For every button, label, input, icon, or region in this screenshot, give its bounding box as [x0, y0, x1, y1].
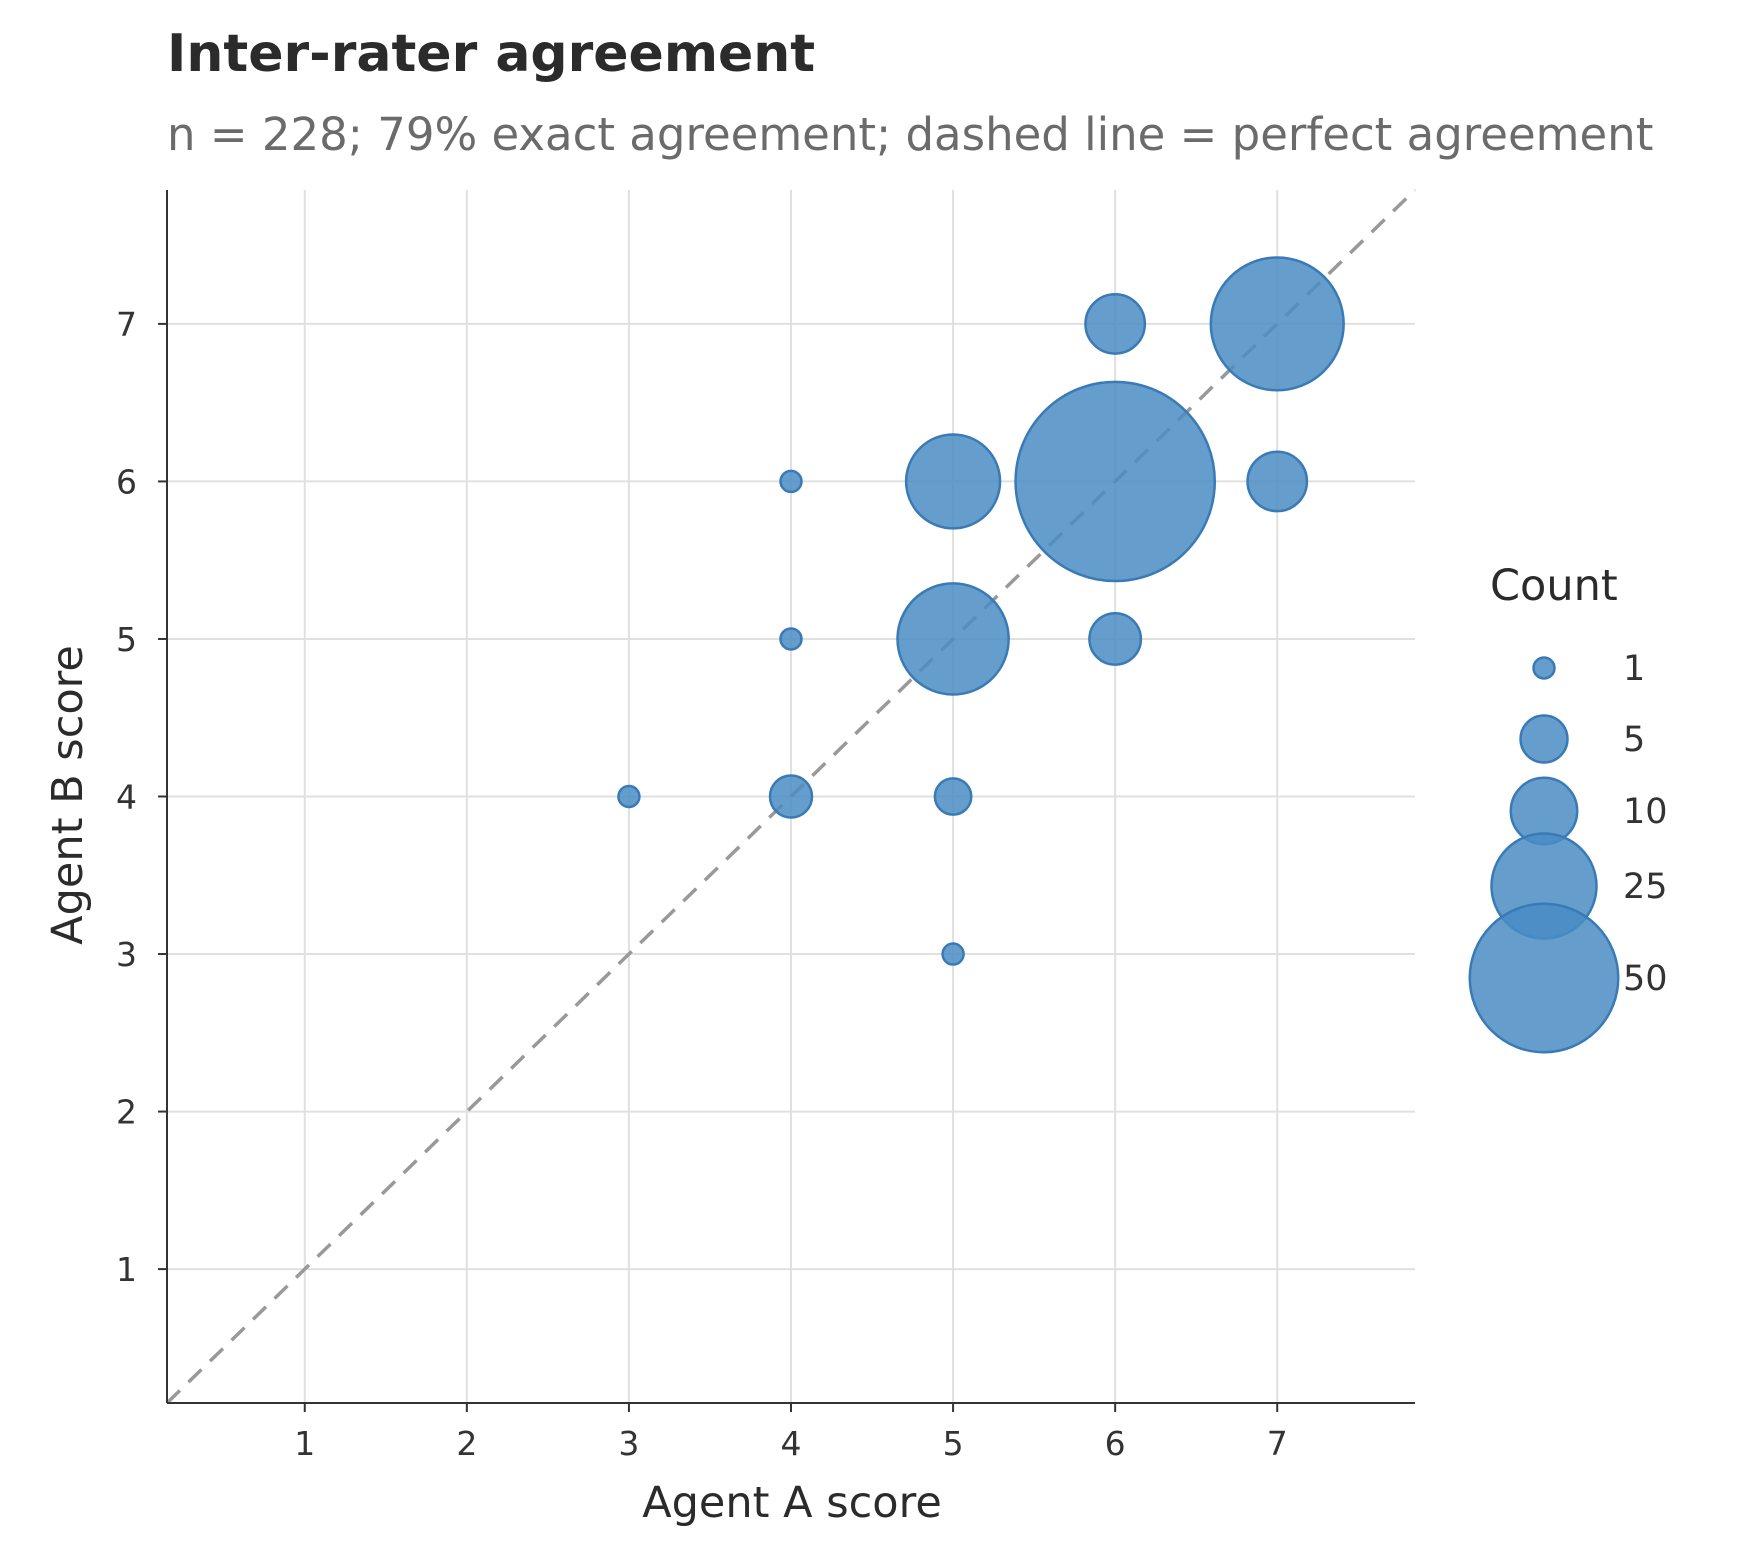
- x-tick-label: 5: [943, 1424, 964, 1463]
- legend-title: Count: [1490, 561, 1618, 611]
- data-point: [1246, 450, 1309, 513]
- legend-label: 25: [1623, 867, 1668, 907]
- data-point: [768, 774, 814, 819]
- data-point: [1014, 380, 1217, 583]
- x-tick-label: 3: [618, 1424, 639, 1463]
- y-tick-label: 4: [116, 778, 137, 817]
- data-point: [1084, 292, 1147, 355]
- y-tick-label: 3: [116, 935, 137, 974]
- x-tick-label: 4: [781, 1424, 802, 1463]
- legend-label: 50: [1623, 959, 1668, 999]
- legend-label: 5: [1623, 720, 1645, 760]
- y-tick-label: 7: [116, 305, 137, 344]
- x-tick-label: 6: [1105, 1424, 1126, 1463]
- legend-marker: [1468, 902, 1620, 1054]
- x-tick-label: 2: [456, 1424, 477, 1463]
- x-axis-label: Agent A score: [642, 1478, 942, 1528]
- legend-label: 1: [1623, 649, 1645, 689]
- data-point: [941, 942, 965, 966]
- data-point: [617, 784, 641, 809]
- y-tick-label: 1: [116, 1250, 137, 1289]
- data-point: [1088, 611, 1143, 666]
- y-tick-label: 5: [116, 620, 137, 659]
- size-legend: Count 1 5 10 25 50: [1468, 561, 1668, 1054]
- x-tick-label: 1: [294, 1424, 315, 1463]
- y-tick-label: 2: [116, 1093, 137, 1132]
- legend-marker: [1519, 714, 1569, 764]
- legend-marker: [1532, 656, 1556, 680]
- chart-title: Inter-rater agreement: [167, 24, 816, 84]
- y-tick-label: 6: [116, 462, 137, 501]
- x-tick-label: 7: [1267, 1424, 1288, 1463]
- data-points: [617, 256, 1345, 966]
- data-point: [779, 469, 803, 494]
- y-axis-label: Agent B score: [43, 645, 93, 945]
- data-point: [933, 777, 973, 816]
- data-point: [896, 582, 1010, 696]
- data-point: [1209, 256, 1345, 392]
- chart-subtitle: n = 228; 79% exact agreement; dashed lin…: [167, 108, 1654, 161]
- data-point: [904, 433, 1002, 530]
- data-point: [779, 627, 803, 651]
- legend-label: 10: [1623, 792, 1668, 832]
- axes: 1 2 3 4 5 6 7 1 2 3 4 5 6 7: [116, 190, 1415, 1463]
